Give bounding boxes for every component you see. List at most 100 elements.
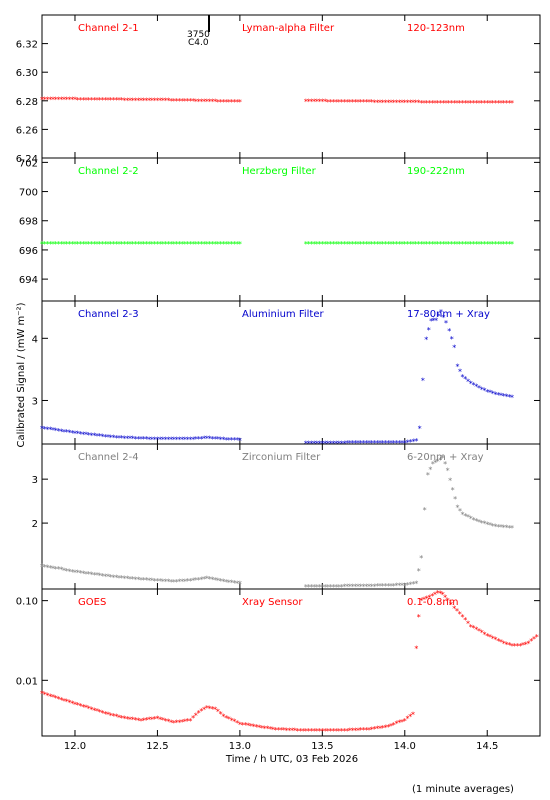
panel-4-point-0-40: *: [150, 577, 154, 586]
panel-1-point-0-29: *: [120, 96, 124, 105]
panel-4-point-0-32: *: [128, 575, 132, 584]
panel-2-point-1-51: *: [444, 240, 448, 249]
panel-4-point-0-11: *: [70, 568, 74, 577]
panel-2-point-0-15: *: [81, 240, 85, 249]
panel-1-point-1-72: *: [502, 99, 506, 108]
panel-1-point-0-66: *: [221, 98, 225, 107]
panel-1-point-1-24: *: [370, 98, 374, 107]
panel-4-point-0-45: *: [164, 578, 168, 587]
panel-3-point-0-52: *: [183, 436, 187, 445]
panel-3-point-1-22: *: [364, 439, 368, 448]
panel-5-point-0-57: *: [197, 709, 201, 718]
panel-5-point-0-76: *: [249, 722, 253, 731]
panel-4-point-0-13: *: [76, 569, 80, 578]
panel-2-point-1-66: *: [485, 240, 489, 249]
panel-5-point-0-85: *: [274, 726, 278, 735]
panel-5-point-0-21: *: [98, 708, 102, 717]
panel-4-point-1-38: *: [409, 581, 413, 590]
panel-3-point-0-61: *: [208, 435, 212, 444]
panel-4-point-0-41: *: [153, 577, 157, 586]
panel-2-point-0-33: *: [131, 240, 135, 249]
panel-4-point-0-72: *: [238, 580, 242, 589]
panel-5-point-0-67: *: [224, 714, 228, 723]
panel-2-point-0-66: *: [221, 240, 225, 249]
panel-2-point-0-47: *: [169, 240, 173, 249]
panel-4-point-0-70: *: [232, 579, 236, 588]
panel-1-point-1-59: *: [466, 99, 470, 108]
panel-3-point-0-5: *: [54, 427, 58, 436]
panel-5-point-0-9: *: [65, 698, 69, 707]
panel-5-point-0-60: *: [205, 704, 209, 713]
panel-5-label-1: GOES: [78, 597, 106, 608]
panel-3-point-0-42: *: [155, 436, 159, 445]
panel-1-point-1-10: *: [331, 98, 335, 107]
panel-5-point-0-68: *: [227, 715, 231, 724]
panel-5-point-0-62: *: [210, 705, 214, 714]
panel-2-point-1-55: *: [455, 240, 459, 249]
panel-5-point-1-3: *: [422, 596, 426, 605]
panel-3-point-0-17: *: [87, 431, 91, 440]
panel-1-point-1-11: *: [334, 98, 338, 107]
panel-2-point-1-34: *: [397, 240, 401, 249]
panel-2-point-1-20: *: [359, 240, 363, 249]
panel-5-point-0-48: *: [172, 719, 176, 728]
panel-1-point-0-65: *: [219, 98, 223, 107]
panel-4-point-1-40: *: [414, 580, 418, 589]
panel-4-point-1-35: *: [400, 582, 404, 591]
panel-2-point-0-48: *: [172, 240, 176, 249]
panel-3-point-0-25: *: [109, 433, 113, 442]
panel-4-point-1-54: *: [451, 486, 455, 495]
panel-5-point-1-27: *: [488, 633, 492, 642]
panel-5-point-0-83: *: [268, 725, 272, 734]
panel-3-point-1-58: *: [463, 375, 467, 384]
panel-4-point-1-73: *: [502, 523, 506, 532]
panel-5-point-1-17: *: [460, 613, 464, 622]
panel-4-point-1-56: *: [456, 504, 460, 513]
panel-3-point-1-75: *: [510, 393, 514, 402]
panel-1-point-0-58: *: [199, 97, 203, 106]
panel-5-point-0-29: *: [120, 714, 124, 723]
panel-3-point-1-62: *: [474, 383, 478, 392]
panel-4-point-0-57: *: [197, 576, 201, 585]
panel-2-point-0-43: *: [158, 240, 162, 249]
panel-2-point-1-40: *: [414, 240, 418, 249]
panel-1-point-0-16: *: [84, 96, 88, 105]
panel-2-point-1-63: *: [477, 240, 481, 249]
panel-1-point-1-31: *: [389, 98, 393, 107]
panel-3-point-0-37: *: [142, 435, 146, 444]
panel-2-point-0-13: *: [76, 240, 80, 249]
panel-1-point-0-72: *: [238, 98, 242, 107]
panel-1-point-1-49: *: [439, 99, 443, 108]
panel-1-point-1-25: *: [373, 98, 377, 107]
panel-1-point-0-30: *: [122, 96, 126, 105]
panel-3-point-0-24: *: [106, 433, 110, 442]
panel-2-point-0-31: *: [125, 240, 129, 249]
panel-2-point-0-42: *: [155, 240, 159, 249]
panel-5-point-0-135: *: [411, 711, 415, 720]
panel-2-point-0-41: *: [153, 240, 157, 249]
panel-1-point-0-36: *: [139, 96, 143, 105]
panel-1-point-1-7: *: [323, 98, 327, 107]
panel-5-point-0-12: *: [73, 700, 77, 709]
panel-2-point-0-52: *: [183, 240, 187, 249]
panel-4-point-1-64: *: [477, 518, 481, 527]
panel-1-point-0-47: *: [169, 97, 173, 106]
panel-5-point-1-14: *: [452, 604, 456, 613]
panel-4-point-1-59: *: [463, 512, 467, 521]
panel-1-point-1-26: *: [375, 98, 379, 107]
panel-1-point-0-55: *: [191, 97, 195, 106]
panel-3-point-1-40: *: [414, 437, 418, 446]
panel-3-ytick-label-1: 4: [32, 334, 38, 345]
panel-3-point-1-31: *: [389, 439, 393, 448]
panel-4-point-1-3: *: [312, 583, 316, 592]
panel-3-point-0-30: *: [122, 434, 126, 443]
panel-2-point-0-37: *: [142, 240, 146, 249]
panel-4-point-0-7: *: [59, 566, 63, 575]
panel-3-point-1-32: *: [392, 439, 396, 448]
panel-3-ytick-label-0: 3: [32, 396, 38, 407]
panel-4-point-0-38: *: [144, 576, 148, 585]
panel-1-point-0-7: *: [59, 96, 63, 105]
panel-5-point-0-106: *: [331, 727, 335, 736]
panel-2-point-1-64: *: [480, 240, 484, 249]
panel-3-point-0-66: *: [221, 436, 225, 445]
